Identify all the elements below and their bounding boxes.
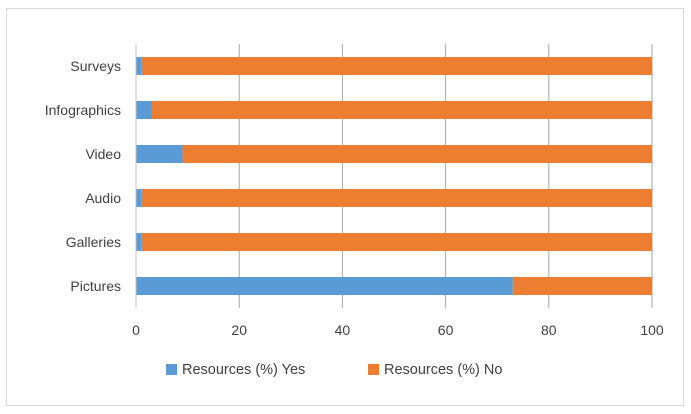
gridlines <box>238 44 653 308</box>
x-tick-label: 40 <box>335 322 351 338</box>
category-label: Pictures <box>70 278 121 294</box>
x-tick-label: 100 <box>640 322 664 338</box>
legend-swatch-no <box>368 364 379 375</box>
bar-audio-yes <box>136 188 142 208</box>
bar-pictures-no <box>512 276 652 296</box>
legend-swatch-yes <box>166 364 177 375</box>
legend: Resources (%) Yes Resources (%) No <box>166 362 502 378</box>
bar-infographics-yes <box>136 100 152 120</box>
bar-galleries-yes <box>136 232 142 252</box>
bar-video-no <box>182 144 652 164</box>
x-tick-label: 60 <box>438 322 454 338</box>
category-labels: Pictures Galleries Audio Video Infographics S… <box>45 58 121 294</box>
x-tick-label: 80 <box>541 322 557 338</box>
category-label: Infographics <box>45 102 121 118</box>
bar-surveys-no <box>141 56 652 76</box>
bar-pictures-yes <box>136 276 513 296</box>
legend-label-no: Resources (%) No <box>384 362 502 378</box>
category-label: Video <box>85 146 121 162</box>
category-label: Galleries <box>66 234 121 250</box>
x-tick-label: 0 <box>132 322 140 338</box>
bars <box>136 56 653 296</box>
bar-infographics-no <box>151 100 653 120</box>
category-label: Surveys <box>70 58 121 74</box>
legend-label-yes: Resources (%) Yes <box>182 362 305 378</box>
bar-video-yes <box>136 144 183 164</box>
x-tick-labels: 0 20 40 60 80 100 <box>132 322 664 338</box>
category-label: Audio <box>85 190 121 206</box>
x-tick-label: 20 <box>231 322 247 338</box>
bar-galleries-no <box>141 232 652 252</box>
bar-surveys-yes <box>136 56 142 76</box>
bar-audio-no <box>141 188 652 208</box>
